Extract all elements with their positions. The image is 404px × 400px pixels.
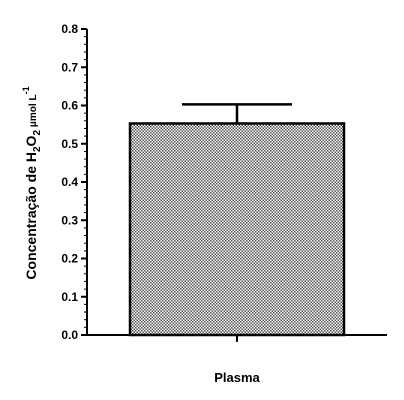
y-tick-label: 0.1 bbox=[61, 290, 78, 304]
bars bbox=[128, 103, 346, 337]
bar-plasma bbox=[128, 122, 346, 337]
x-category-label: Plasma bbox=[214, 370, 260, 385]
y-axis-title-sub2: 2 bbox=[32, 130, 43, 136]
y-axis-title-sub1: 2 bbox=[32, 146, 43, 152]
y-ticks: 0.0 0.1 0.2 0.3 0.4 0.5 0.6 0.7 0.8 bbox=[61, 22, 87, 342]
y-tick-label: 0.4 bbox=[61, 175, 78, 189]
y-minor-ticks bbox=[84, 36, 87, 328]
y-tick-label: 0.7 bbox=[61, 60, 78, 74]
y-axis-title-unit: μmol L bbox=[28, 94, 39, 130]
y-axis-title: Concentração de H2O2 μmol L-1 bbox=[21, 86, 43, 279]
y-axis-title-part1: Concentração de H bbox=[23, 152, 39, 280]
y-tick-label: 0.8 bbox=[61, 22, 78, 36]
y-tick-label: 0.5 bbox=[61, 137, 78, 151]
y-tick-label: 0.6 bbox=[61, 99, 78, 113]
y-tick-label: 0.2 bbox=[61, 252, 78, 266]
y-axis-title-sup: -1 bbox=[21, 86, 31, 94]
y-axis-title-part2: O bbox=[23, 135, 39, 146]
y-tick-label: 0.3 bbox=[61, 213, 78, 227]
y-tick-label: 0.0 bbox=[61, 328, 78, 342]
